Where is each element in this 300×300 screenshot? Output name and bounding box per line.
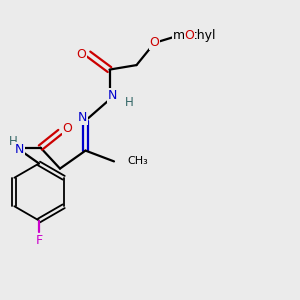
Text: N: N — [108, 89, 117, 103]
Text: CH₃: CH₃ — [128, 156, 148, 167]
Text: O: O — [184, 28, 194, 42]
Text: O: O — [63, 122, 72, 136]
Text: O: O — [150, 36, 159, 50]
Text: H: H — [124, 95, 134, 109]
Text: N: N — [78, 111, 87, 124]
Text: H: H — [9, 135, 18, 148]
Text: methyl: methyl — [173, 28, 216, 42]
Text: N: N — [15, 142, 24, 156]
Text: F: F — [35, 234, 43, 247]
Text: O: O — [76, 47, 86, 61]
